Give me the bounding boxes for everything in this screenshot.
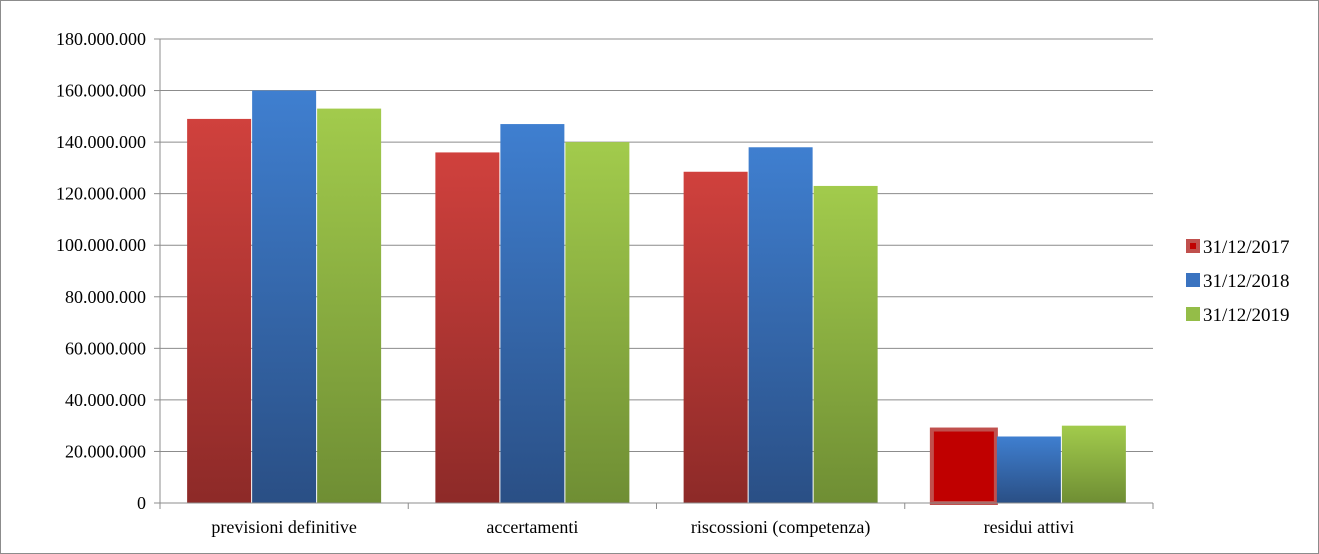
y-tick-label: 120.000.000	[56, 184, 146, 204]
bar-31/12/2017-previsioni definitive	[187, 118, 252, 504]
y-tick-label: 160.000.000	[56, 81, 146, 101]
bar-31/12/2018-previsioni definitive	[252, 90, 317, 504]
legend-swatch	[1186, 273, 1200, 287]
y-tick-label: 40.000.000	[65, 390, 146, 410]
x-category-label: accertamenti	[486, 517, 578, 537]
bar-31/12/2018-residui attivi	[996, 436, 1061, 503]
legend-label: 31/12/2017	[1203, 237, 1290, 258]
bar-31/12/2019-previsioni definitive	[317, 108, 382, 503]
bar-31/12/2019-residui attivi	[1061, 425, 1126, 503]
bar-31/12/2017-riscossioni (competenza)	[683, 171, 748, 503]
bar-31/12/2019-accertamenti	[565, 142, 630, 503]
legend: 31/12/2017 31/12/2018 31/12/2019	[1186, 237, 1290, 326]
y-tick-label: 140.000.000	[56, 132, 146, 152]
legend-swatch-inner	[1190, 243, 1196, 249]
legend-swatch	[1186, 307, 1200, 321]
y-tick-label: 20.000.000	[65, 441, 146, 461]
x-category-label: riscossioni (competenza)	[691, 517, 870, 538]
x-category-labels: previsioni definitive accertamenti riscoss…	[211, 517, 1074, 538]
legend-label: 31/12/2018	[1203, 271, 1290, 292]
y-tick-labels: 0 20.000.000 40.000.000 60.000.000 80.000.00…	[56, 29, 146, 513]
bar-31/12/2018-accertamenti	[500, 124, 565, 504]
y-tick-label: 0	[137, 493, 146, 513]
y-tick-label: 80.000.000	[65, 287, 146, 307]
y-tick-label: 180.000.000	[56, 29, 146, 49]
x-category-label: residui attivi	[984, 517, 1074, 537]
bar-31/12/2019-riscossioni (competenza)	[813, 185, 878, 503]
axes	[159, 39, 1154, 509]
y-tick-label: 100.000.000	[56, 235, 146, 255]
legend-label: 31/12/2019	[1203, 305, 1290, 326]
x-category-label: previsioni definitive	[211, 517, 356, 537]
bar-31/12/2017-accertamenti	[435, 152, 500, 503]
y-tick-label: 60.000.000	[65, 338, 146, 358]
bars-group	[187, 90, 1126, 505]
bar-31/12/2018-riscossioni (competenza)	[748, 147, 813, 503]
bar-31/12/2017-residui attivi	[929, 427, 998, 505]
